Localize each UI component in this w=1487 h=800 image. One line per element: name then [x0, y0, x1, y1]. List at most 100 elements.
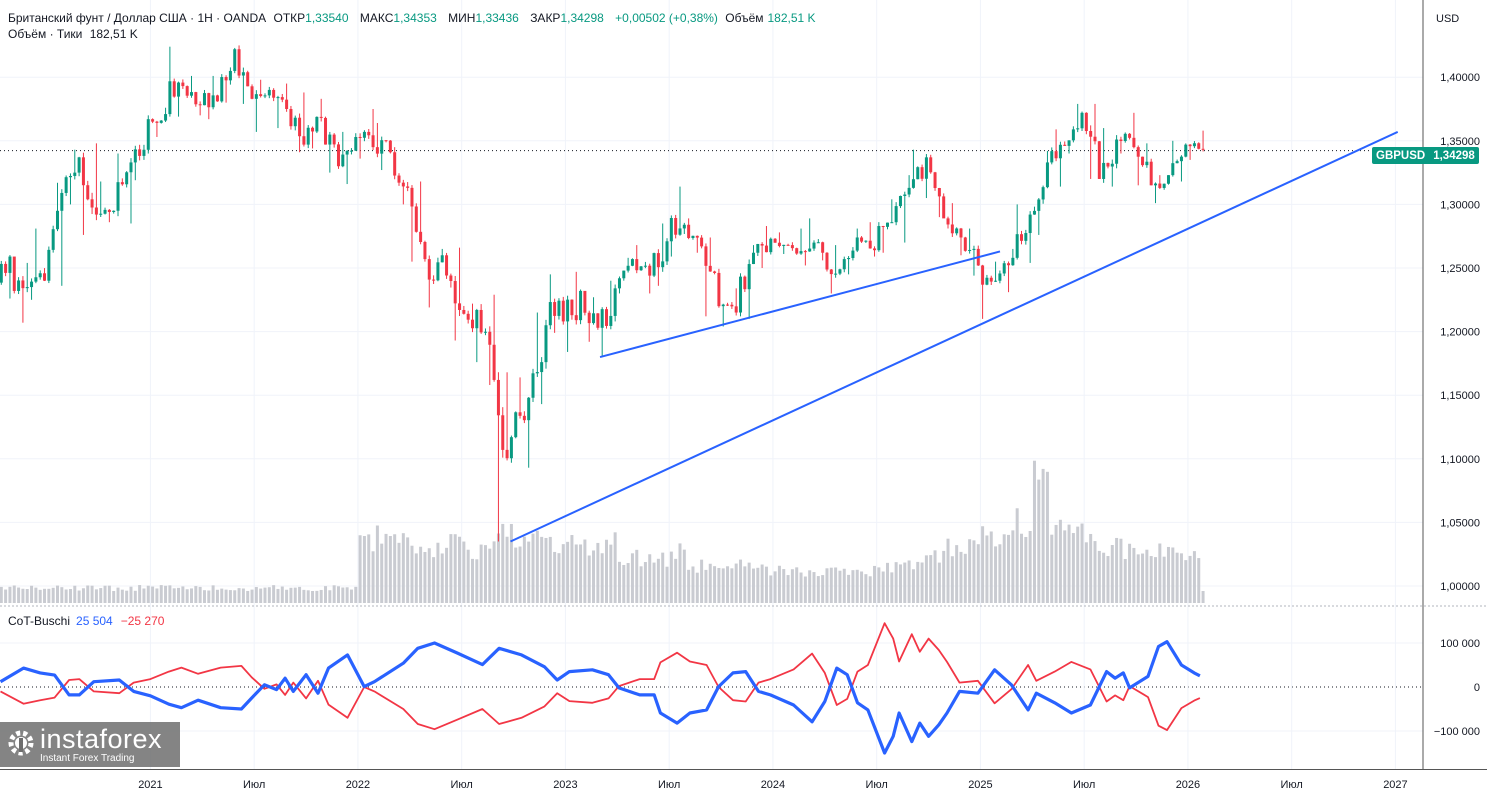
candle-body — [86, 185, 90, 200]
volume-bar — [695, 572, 699, 603]
price-tick-label: 1,40000 — [1440, 72, 1480, 84]
candle-body — [453, 281, 457, 304]
volume-bar — [968, 539, 972, 603]
time-axis[interactable]: 2021 Июл 2022 Июл 2023 Июл 2024 Июл 2025 Июл 2026 И… — [138, 779, 1407, 791]
trendlines[interactable] — [510, 130, 1399, 543]
candle-body — [211, 95, 215, 108]
volume-legend-label: Объём · Тики — [8, 27, 83, 41]
candle-body — [553, 302, 557, 316]
volume-bar — [700, 559, 704, 603]
volume-bar — [764, 566, 768, 603]
volume-bar — [566, 541, 570, 603]
volume-bar — [989, 531, 993, 603]
candle-body — [172, 81, 176, 97]
close-value: 1,34298 — [560, 11, 604, 25]
volume-bar — [393, 534, 397, 603]
price-tick-label: 1,10000 — [1440, 454, 1480, 466]
candle-body — [1002, 263, 1006, 274]
candle-body — [751, 252, 755, 265]
volume-bar — [1089, 533, 1093, 603]
candle-body — [496, 379, 500, 416]
candle-body — [851, 250, 855, 259]
candle-body — [324, 117, 328, 145]
cot-indicator — [0, 622, 1201, 755]
volume-bar — [371, 551, 375, 603]
volume-bar — [890, 572, 894, 603]
candle-body — [298, 117, 302, 137]
candle-body — [937, 188, 941, 197]
volume-bar — [1192, 551, 1196, 603]
indicator-axis[interactable]: 100 000 0 −100 000 — [1434, 638, 1480, 738]
candle-body — [812, 242, 816, 249]
volume-bar — [522, 536, 526, 603]
volume-bar — [1080, 523, 1084, 603]
price-axis[interactable]: 1,40000 1,35000 1,30000 1,25000 1,20000 1,150… — [1440, 72, 1480, 593]
candle-body — [138, 149, 142, 156]
candle-body — [259, 94, 263, 97]
candle-body — [306, 127, 310, 145]
volume-bar — [540, 536, 544, 603]
candle-body — [1020, 234, 1024, 241]
volume-bar — [324, 586, 328, 603]
volume-bar — [630, 553, 634, 603]
candle-body — [955, 228, 959, 234]
volume-bar — [427, 548, 431, 603]
volume-bar — [808, 570, 812, 603]
volume-legend-value: 182,51 K — [89, 27, 138, 41]
candle-body — [946, 218, 950, 225]
time-tick-label: Июл — [451, 779, 473, 791]
candle-body — [1115, 139, 1119, 164]
candle-body — [790, 245, 794, 249]
candle-body — [838, 269, 842, 274]
volume-legend[interactable]: Объём · Тики 182,51 K — [8, 27, 142, 41]
volume-bar — [1149, 556, 1153, 603]
volume-bar — [336, 586, 340, 603]
volume-bar — [1015, 508, 1019, 603]
volume-bar — [94, 589, 98, 603]
candle-body — [600, 309, 604, 328]
candle-body — [440, 255, 444, 263]
candle-body — [1179, 156, 1183, 162]
candle-body — [401, 182, 405, 187]
currency-label[interactable]: USD — [1436, 13, 1460, 25]
volume-bar — [1132, 547, 1136, 603]
volume-bar — [1037, 479, 1041, 603]
close-label: ЗАКР — [530, 11, 561, 25]
volume-bar — [955, 545, 959, 603]
candle-body — [1106, 162, 1110, 167]
volume-bar — [349, 589, 353, 603]
volume-bar — [717, 567, 721, 603]
candle-body — [769, 238, 773, 253]
candle-body — [613, 288, 617, 316]
volume-bar — [146, 585, 150, 603]
candle-body — [1132, 137, 1136, 148]
candle-body — [276, 97, 280, 99]
volume-bar — [574, 544, 578, 603]
candle-body — [129, 162, 133, 173]
logo-tagline: Instant Forex Trading — [40, 753, 135, 764]
volume-bar — [1158, 543, 1162, 603]
candle-body — [527, 397, 531, 421]
candle-body — [989, 277, 993, 282]
volume-bar — [527, 541, 531, 603]
volume-bar — [8, 586, 12, 603]
candle-body — [574, 315, 578, 321]
volume-bar — [501, 523, 505, 603]
volume-bar — [873, 565, 877, 603]
volume-bar — [911, 569, 915, 603]
candle-body — [713, 271, 717, 273]
volume-bar — [881, 571, 885, 603]
volume-bar — [479, 544, 483, 603]
indicator-value-red: −25 270 — [120, 614, 165, 628]
volume-bar — [1007, 534, 1011, 603]
volume-bar — [68, 589, 72, 603]
candle-body — [68, 175, 72, 178]
candle-body — [159, 120, 163, 123]
volume-bar — [1110, 544, 1114, 603]
time-tick-label: 2023 — [553, 779, 577, 791]
indicator-legend[interactable]: CoT-Buschi 25 504 −25 270 — [8, 614, 164, 628]
candle-body — [142, 149, 146, 156]
candle-body — [825, 252, 829, 270]
volume-bar — [263, 587, 267, 603]
